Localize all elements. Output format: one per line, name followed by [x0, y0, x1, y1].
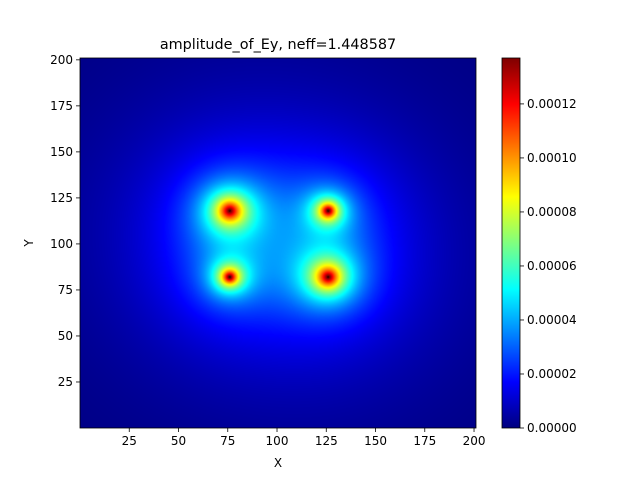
- x-tick-label: 75: [220, 434, 235, 448]
- plot-area: [79, 57, 477, 429]
- x-tick-label: 100: [266, 434, 289, 448]
- peak-markers: [228, 209, 330, 279]
- y-tick-label: 175: [50, 99, 73, 113]
- colorbar-ticks: 0.00000 0.00002 0.00004 0.00006 0.00008 0.000…: [520, 97, 577, 435]
- colorbar-tick-label: 0.00004: [527, 313, 577, 327]
- x-tick-label: 175: [413, 434, 436, 448]
- colorbar-tick-label: 0.00000: [527, 421, 577, 435]
- peak-marker-1: [327, 209, 330, 212]
- colorbar-tick-label: 0.00010: [527, 151, 577, 165]
- colorbar: 0.00000 0.00002 0.00004 0.00006 0.00008 0.000…: [501, 57, 577, 435]
- peak-marker-3: [327, 275, 330, 279]
- colorbar-tick-label: 0.00002: [527, 367, 577, 381]
- y-axis-label: Y: [22, 239, 36, 248]
- chart-title: amplitude_of_Ey, neff=1.448587: [160, 37, 396, 53]
- x-tick-label: 25: [122, 434, 137, 448]
- x-tick-label: 150: [364, 434, 387, 448]
- x-axis: 25 50 75 100 125 150 175 200: [122, 428, 486, 448]
- colorbar-tick-label: 0.00008: [527, 205, 577, 219]
- y-tick-label: 25: [58, 375, 73, 389]
- y-tick-label: 150: [50, 145, 73, 159]
- y-tick-label: 125: [50, 191, 73, 205]
- y-tick-label: 50: [58, 329, 73, 343]
- y-tick-label: 100: [50, 237, 73, 251]
- y-tick-label: 200: [50, 53, 73, 67]
- colorbar-gradient: [501, 57, 521, 429]
- heatmap-canvas: [80, 58, 476, 428]
- plot-frame: [79, 57, 477, 429]
- x-tick-label: 50: [171, 434, 186, 448]
- y-tick-label: 75: [58, 283, 73, 297]
- x-tick-label: 125: [315, 434, 338, 448]
- x-tick-label: 200: [463, 434, 486, 448]
- peak-marker-2: [228, 275, 231, 279]
- colorbar-tick-label: 0.00012: [527, 97, 577, 111]
- peak-marker-0: [228, 209, 231, 212]
- x-axis-label: X: [274, 456, 282, 470]
- y-axis: 25 50 75 100 125 150 175 200: [50, 53, 80, 389]
- colorbar-tick-label: 0.00006: [527, 259, 577, 273]
